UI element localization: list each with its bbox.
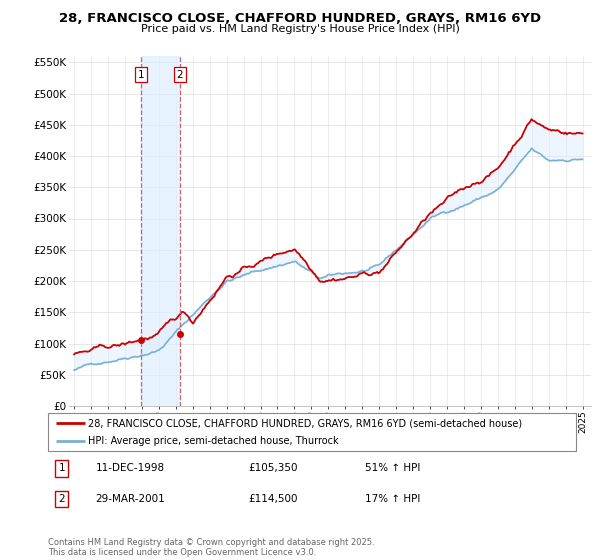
Text: Price paid vs. HM Land Registry's House Price Index (HPI): Price paid vs. HM Land Registry's House … <box>140 24 460 34</box>
Text: 1: 1 <box>138 70 145 80</box>
Text: Contains HM Land Registry data © Crown copyright and database right 2025.
This d: Contains HM Land Registry data © Crown c… <box>48 538 374 557</box>
Text: HPI: Average price, semi-detached house, Thurrock: HPI: Average price, semi-detached house,… <box>88 436 338 446</box>
Text: 28, FRANCISCO CLOSE, CHAFFORD HUNDRED, GRAYS, RM16 6YD: 28, FRANCISCO CLOSE, CHAFFORD HUNDRED, G… <box>59 12 541 25</box>
Text: 28, FRANCISCO CLOSE, CHAFFORD HUNDRED, GRAYS, RM16 6YD (semi-detached house): 28, FRANCISCO CLOSE, CHAFFORD HUNDRED, G… <box>88 418 522 428</box>
Text: 17% ↑ HPI: 17% ↑ HPI <box>365 494 420 503</box>
FancyBboxPatch shape <box>48 413 576 451</box>
Text: 2: 2 <box>176 70 183 80</box>
Bar <box>141 56 180 406</box>
Text: 1: 1 <box>59 464 65 473</box>
Text: 29-MAR-2001: 29-MAR-2001 <box>95 494 165 503</box>
Text: £105,350: £105,350 <box>248 464 298 473</box>
Text: 51% ↑ HPI: 51% ↑ HPI <box>365 464 420 473</box>
Text: 2: 2 <box>59 494 65 503</box>
Text: 11-DEC-1998: 11-DEC-1998 <box>95 464 164 473</box>
Text: £114,500: £114,500 <box>248 494 298 503</box>
